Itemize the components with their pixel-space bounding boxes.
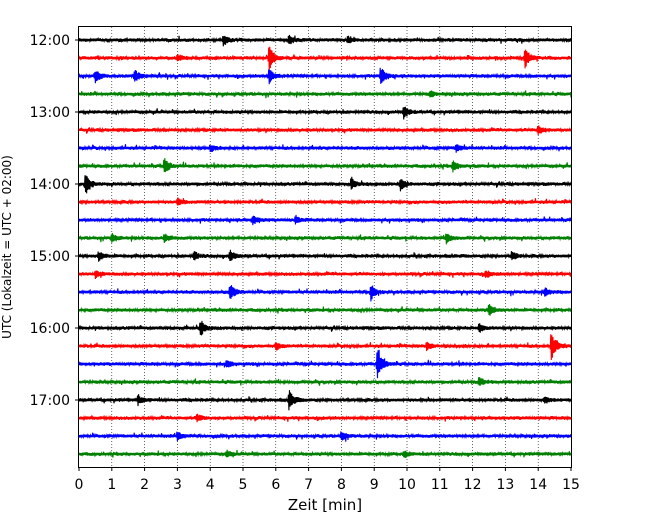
seismic-trace: [78, 413, 572, 423]
seismic-trace: [78, 214, 572, 226]
seismic-trace: [78, 249, 572, 262]
seismic-trace: [78, 449, 572, 459]
seismic-trace: [78, 90, 572, 99]
seismic-trace: [78, 67, 572, 85]
x-tick-label: 3: [173, 477, 182, 493]
x-tick-label: 12: [464, 477, 482, 493]
seismic-trace: [78, 233, 572, 245]
x-tick-label: 15: [562, 477, 580, 493]
seismic-trace: [78, 125, 572, 136]
seismic-trace: [78, 270, 572, 280]
seismic-trace: [78, 349, 572, 379]
x-tick-label: 6: [271, 477, 280, 493]
y-tick-label: 17:00: [30, 393, 70, 409]
x-tick-label: 11: [431, 477, 449, 493]
trace-group: [78, 34, 572, 459]
seismic-trace: [78, 390, 572, 411]
seismic-trace: [78, 285, 572, 302]
seismic-trace: [78, 431, 572, 442]
seismic-trace: [78, 303, 572, 316]
x-tick-label: 0: [75, 477, 84, 493]
x-axis-label: Zeit [min]: [288, 496, 362, 514]
x-tick-label: 5: [239, 477, 248, 493]
y-tick-label: 16:00: [30, 321, 70, 337]
x-tick-label: 7: [304, 477, 313, 493]
seismic-trace: [78, 320, 572, 336]
y-tick-label: 13:00: [30, 105, 70, 121]
x-tick-label: 14: [529, 477, 547, 493]
seismic-trace: [78, 144, 572, 153]
x-tick-label: 4: [206, 477, 215, 493]
x-tick-label: 13: [496, 477, 514, 493]
plot-frame: [78, 26, 572, 468]
seismic-trace: [78, 158, 572, 173]
seismic-trace: [78, 175, 572, 194]
seismic-trace: [78, 46, 572, 72]
y-axis-label: UTC (Lokalzeit = UTC + 02:00): [0, 155, 14, 339]
seismic-trace: [78, 34, 572, 47]
x-axis: 0 1 2 3 4 5 6 7 8 9 10 11 12 13 14 15: [75, 467, 580, 493]
y-tick-label: 15:00: [30, 249, 70, 265]
x-tick-label: 8: [337, 477, 346, 493]
seismic-trace: [78, 377, 572, 386]
y-axis: 12:00 13:00 14:00 15:00 16:00 17:00: [30, 33, 79, 409]
y-tick-label: 12:00: [30, 33, 70, 49]
x-tick-label: 10: [398, 477, 416, 493]
x-tick-label: 2: [140, 477, 149, 493]
seismic-trace: [78, 334, 572, 360]
y-tick-label: 14:00: [30, 177, 70, 193]
x-tick-label: 1: [107, 477, 116, 493]
vertical-grid: [111, 27, 539, 467]
seismic-trace: [78, 106, 572, 120]
x-tick-label: 9: [370, 477, 379, 493]
